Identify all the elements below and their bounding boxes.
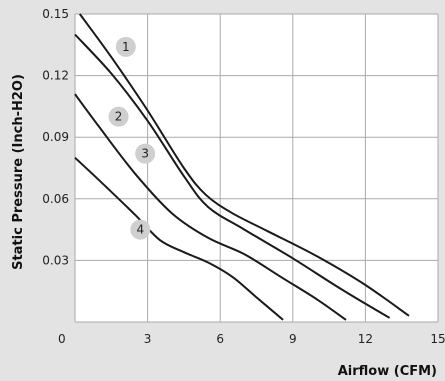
curve-1	[78, 13, 410, 317]
x-tick-label: 6	[216, 332, 224, 346]
y-axis-label: Static Pressure (Inch-H2O)	[11, 74, 26, 270]
x-tick-label: 12	[358, 332, 373, 346]
y-tick-label: 0.06	[42, 192, 69, 206]
x-tick-label: 9	[289, 332, 297, 346]
x-axis-label: Airflow (CFM)	[338, 364, 437, 379]
y-tick-label: 0.12	[42, 69, 69, 83]
x-tick-label: 0	[58, 332, 66, 346]
y-tick-label: 0.15	[42, 7, 69, 21]
curve-2	[74, 33, 391, 319]
curve-badge-label: 4	[137, 223, 145, 237]
curve-4	[74, 156, 284, 321]
curve-badge-label: 2	[115, 110, 123, 124]
x-tick-label: 15	[430, 332, 445, 346]
curve-badge-label: 3	[141, 147, 149, 161]
curve-badge-2	[108, 106, 129, 127]
curve-badge-label: 1	[122, 40, 130, 54]
y-tick-label: 0.09	[42, 130, 69, 144]
curve-badge-3	[135, 143, 156, 164]
curve-badge-4	[130, 219, 151, 240]
plot-area	[75, 14, 438, 322]
x-tick-label: 3	[144, 332, 152, 346]
curve-badge-1	[115, 36, 136, 57]
curve-3	[74, 93, 347, 321]
y-tick-label: 0.03	[42, 253, 69, 267]
